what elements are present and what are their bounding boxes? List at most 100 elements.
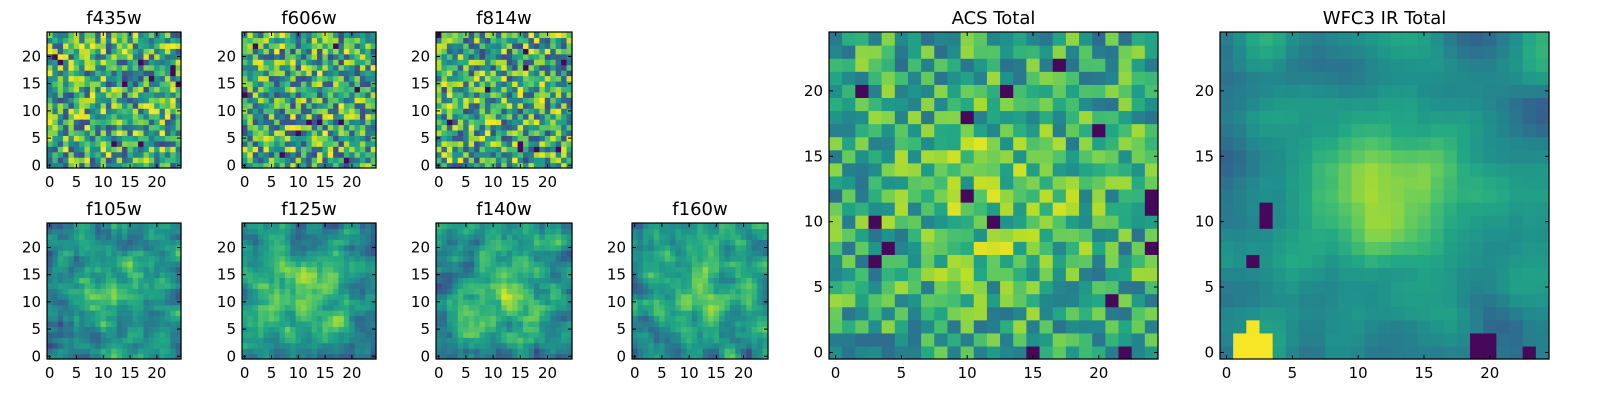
heatmap-cell [89, 140, 96, 147]
heatmap-cell [116, 304, 123, 311]
heatmap-cell [242, 348, 248, 355]
heatmap-cell [284, 250, 291, 257]
heatmap-cell [555, 250, 562, 257]
heatmap-cell [317, 32, 323, 39]
heatmap-cell [484, 146, 491, 153]
heatmap-cell [490, 233, 497, 240]
heatmap-cell [306, 331, 313, 338]
heatmap-cell [122, 91, 128, 98]
heatmap-cell [333, 293, 340, 300]
heatmap-cell [284, 223, 291, 230]
heatmap-cell [1144, 175, 1159, 190]
heatmap-cell [258, 266, 265, 273]
heatmap-cell [517, 151, 524, 158]
heatmap-cell [370, 64, 377, 71]
heatmap-cell [242, 42, 248, 49]
heatmap-cell [159, 146, 166, 153]
heatmap-cell [746, 293, 753, 300]
heatmap-cell [566, 97, 573, 104]
heatmap-cell [333, 353, 340, 360]
heatmap-cell [300, 75, 307, 82]
heatmap-cell [708, 337, 715, 344]
heatmap-cell [512, 239, 519, 246]
heatmap-cell [512, 129, 519, 136]
heatmap-cell [1026, 215, 1041, 229]
heatmap-cell [463, 80, 470, 87]
heatmap-cell [175, 277, 182, 284]
heatmap-cell [495, 288, 502, 295]
heatmap-cell [306, 320, 313, 327]
heatmap-cell [501, 228, 508, 235]
heatmap-cell [680, 337, 687, 344]
heatmap-cell [175, 228, 182, 235]
heatmap-cell [52, 86, 59, 93]
heatmap-cell [506, 310, 513, 317]
heatmap-cell [474, 282, 481, 289]
heatmap-cell [1131, 215, 1146, 229]
heatmap-cell [159, 266, 166, 273]
heatmap-cell [490, 53, 497, 60]
heatmap-cell [311, 140, 318, 147]
heatmap-cell [1092, 162, 1106, 177]
heatmap-cell [84, 331, 91, 338]
heatmap-cell [697, 277, 704, 284]
heatmap-cell [495, 315, 502, 322]
heatmap-cell [506, 108, 513, 115]
heatmap-cell [686, 228, 693, 235]
heatmap-cell [57, 288, 64, 295]
x-tick-label: 0 [630, 364, 640, 382]
heatmap-cell [868, 280, 883, 295]
heatmap-cell [947, 293, 962, 308]
heatmap-cell [479, 315, 486, 322]
heatmap-cell [333, 86, 340, 93]
heatmap-cell [468, 244, 475, 251]
heatmap-cell [506, 129, 513, 136]
heatmap-cell [68, 59, 75, 66]
heatmap-cell [57, 233, 64, 240]
heatmap-cell [1092, 293, 1106, 308]
heatmap-cell [322, 250, 329, 257]
heatmap-cell [148, 315, 155, 322]
heatmap-cell [921, 332, 935, 347]
heatmap-cell [284, 255, 291, 262]
heatmap-cell [680, 282, 687, 289]
heatmap-cell [89, 288, 96, 295]
heatmap-cell [242, 266, 248, 273]
heatmap-cell [468, 326, 475, 333]
heatmap-cell [322, 320, 329, 327]
heatmap-cell [154, 233, 161, 240]
heatmap-cell [95, 129, 102, 136]
heatmap-cell [729, 293, 736, 300]
heatmap-cell [670, 239, 677, 246]
heatmap-cell [354, 124, 361, 131]
heatmap-cell [263, 304, 270, 311]
heatmap-cell [561, 86, 568, 93]
heatmap-cell [111, 353, 118, 360]
heatmap-cell [735, 337, 742, 344]
y-tick-label: 15 [217, 75, 236, 93]
heatmap-cell [659, 293, 666, 300]
heatmap-cell [1039, 162, 1054, 177]
heatmap-cell [1131, 162, 1146, 177]
heatmap-cell [495, 151, 502, 158]
heatmap-cell [105, 337, 112, 344]
heatmap-cell [84, 59, 91, 66]
heatmap-cell [68, 162, 75, 169]
heatmap-cell [132, 326, 139, 333]
heatmap-cell [740, 315, 747, 322]
heatmap-cell [242, 331, 248, 338]
heatmap-cell [506, 239, 513, 246]
heatmap-cell [284, 342, 291, 349]
heatmap-cell [63, 151, 70, 158]
heatmap-cell [258, 293, 265, 300]
heatmap-cell [154, 250, 161, 257]
heatmap-cell [154, 255, 161, 262]
heatmap-cell [295, 250, 302, 257]
heatmap-cell [306, 288, 313, 295]
heatmap-cell [1065, 188, 1080, 203]
heatmap-cell [111, 113, 118, 120]
heatmap-cell [762, 337, 769, 344]
heatmap-cell [474, 353, 481, 360]
heatmap-cell [84, 113, 91, 120]
heatmap-cell [111, 315, 118, 322]
